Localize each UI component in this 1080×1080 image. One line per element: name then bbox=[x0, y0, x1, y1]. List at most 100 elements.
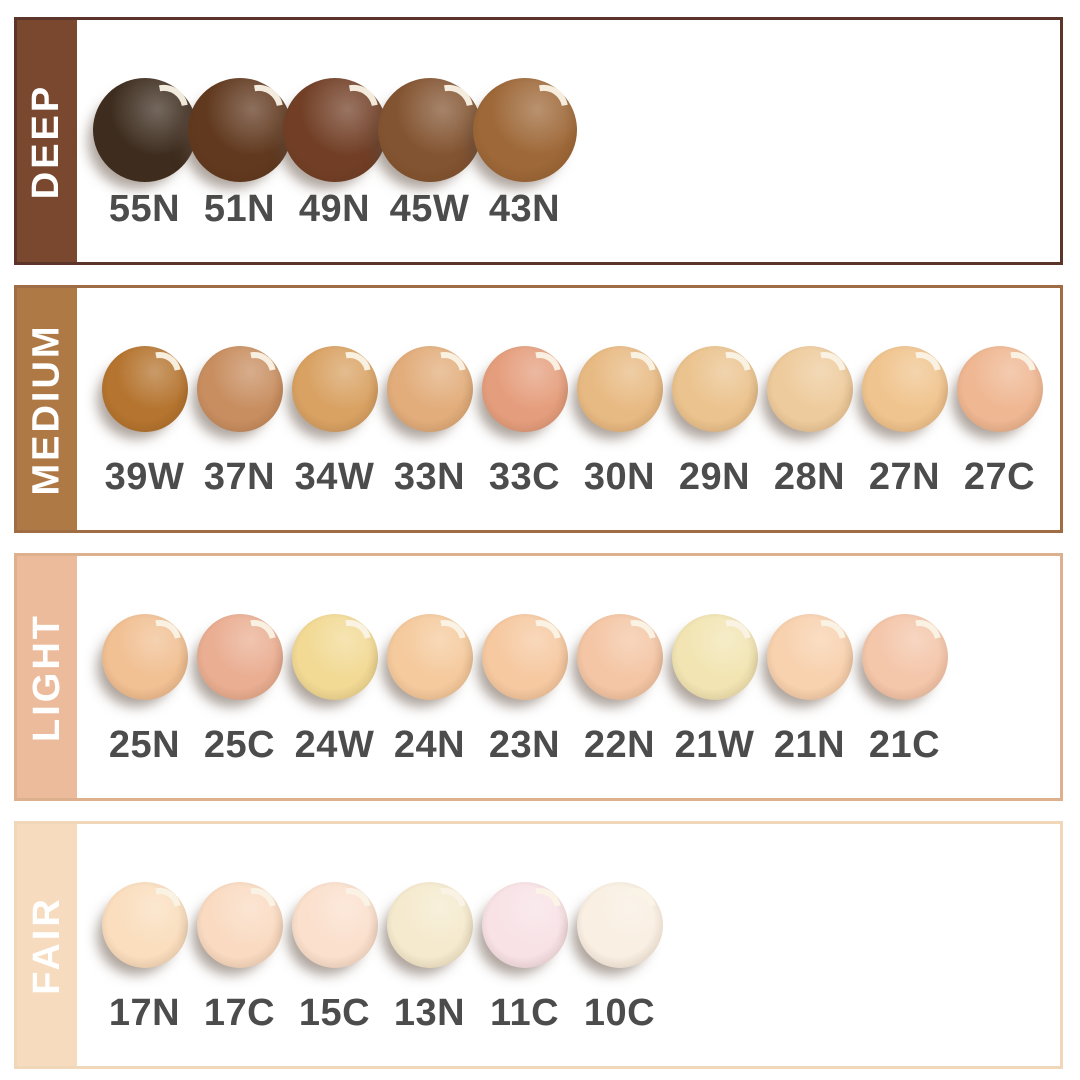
shade-swatch: 17C bbox=[192, 882, 287, 1066]
shade-swatch: 23N bbox=[477, 614, 572, 798]
shade-swatch: 11C bbox=[477, 882, 572, 1066]
swatch-circle-wrap bbox=[377, 78, 482, 182]
row-sidebar: FAIR bbox=[17, 824, 77, 1066]
shade-swatch: 22N bbox=[572, 614, 667, 798]
shade-code-label: 23N bbox=[488, 724, 561, 766]
shade-code-label: 22N bbox=[583, 724, 656, 766]
swatch-circle-wrap bbox=[477, 614, 572, 718]
shade-swatch: 15C bbox=[287, 882, 382, 1066]
shade-code-label: 30N bbox=[583, 456, 656, 498]
foundation-drop-swatch bbox=[101, 882, 188, 968]
swatch-circle-wrap bbox=[187, 78, 292, 182]
swatch-circle-wrap bbox=[762, 346, 857, 450]
shade-code-label: 24N bbox=[393, 724, 466, 766]
foundation-drop-swatch bbox=[472, 78, 577, 182]
shade-code-label: 15C bbox=[298, 992, 371, 1034]
shade-code-label: 13N bbox=[393, 992, 466, 1034]
swatch-circle-wrap bbox=[667, 346, 762, 450]
shade-code-label: 17C bbox=[203, 992, 276, 1034]
shade-code-label: 43N bbox=[488, 188, 561, 230]
swatch-circle-wrap bbox=[952, 346, 1047, 450]
foundation-drop-swatch bbox=[861, 614, 948, 700]
foundation-drop-swatch bbox=[766, 346, 853, 432]
swatch-circle-wrap bbox=[287, 346, 382, 450]
shade-swatch: 21N bbox=[762, 614, 857, 798]
shade-code-label: 33N bbox=[393, 456, 466, 498]
swatch-circle-wrap bbox=[762, 614, 857, 718]
row-sidebar: DEEP bbox=[17, 20, 77, 262]
shade-row: MEDIUM 39W 37N 34W 33N 33C 30N bbox=[14, 285, 1063, 533]
foundation-drop-swatch bbox=[386, 882, 473, 968]
row-sidebar: MEDIUM bbox=[17, 288, 77, 530]
swatch-circle-wrap bbox=[192, 882, 287, 986]
foundation-drop-swatch bbox=[481, 614, 568, 700]
shade-code-label: 21C bbox=[868, 724, 941, 766]
shade-swatch: 33C bbox=[477, 346, 572, 530]
shade-swatch: 13N bbox=[382, 882, 477, 1066]
row-category-label: FAIR bbox=[25, 895, 68, 995]
shade-code-label: 25N bbox=[108, 724, 181, 766]
shade-code-label: 45W bbox=[389, 188, 470, 230]
shade-swatch: 25C bbox=[192, 614, 287, 798]
shade-code-label: 55N bbox=[108, 188, 181, 230]
shade-swatch: 34W bbox=[287, 346, 382, 530]
foundation-drop-swatch bbox=[187, 78, 292, 182]
row-category-label: DEEP bbox=[25, 83, 68, 199]
foundation-drop-swatch bbox=[291, 882, 378, 968]
row-category-label: LIGHT bbox=[25, 612, 68, 742]
foundation-drop-swatch bbox=[101, 614, 188, 700]
foundation-drop-swatch bbox=[291, 614, 378, 700]
shade-code-label: 39W bbox=[104, 456, 185, 498]
swatch-circle-wrap bbox=[572, 346, 667, 450]
shade-code-label: 51N bbox=[203, 188, 276, 230]
shade-row: DEEP 55N 51N 49N 45W 43N bbox=[14, 17, 1063, 265]
foundation-drop-swatch bbox=[956, 346, 1043, 432]
swatch-circle-wrap bbox=[382, 346, 477, 450]
shade-code-label: 21N bbox=[773, 724, 846, 766]
foundation-drop-swatch bbox=[576, 882, 663, 968]
foundation-drop-swatch bbox=[377, 78, 482, 182]
swatch-circle-wrap bbox=[857, 346, 952, 450]
foundation-drop-swatch bbox=[766, 614, 853, 700]
foundation-drop-swatch bbox=[386, 614, 473, 700]
shade-code-label: 25C bbox=[203, 724, 276, 766]
foundation-drop-swatch bbox=[196, 882, 283, 968]
shade-code-label: 24W bbox=[294, 724, 375, 766]
swatch-circle-wrap bbox=[572, 614, 667, 718]
swatch-circle-wrap bbox=[287, 614, 382, 718]
swatch-circle-wrap bbox=[572, 882, 667, 986]
swatch-circle-wrap bbox=[192, 614, 287, 718]
swatch-circle-wrap bbox=[382, 614, 477, 718]
foundation-drop-swatch bbox=[671, 614, 758, 700]
swatch-circle-wrap bbox=[472, 78, 577, 182]
shade-swatch: 30N bbox=[572, 346, 667, 530]
row-category-label: MEDIUM bbox=[25, 322, 68, 496]
foundation-drop-swatch bbox=[282, 78, 387, 182]
shade-swatch: 21C bbox=[857, 614, 952, 798]
shade-code-label: 27N bbox=[868, 456, 941, 498]
foundation-drop-swatch bbox=[481, 882, 568, 968]
foundation-drop-swatch bbox=[196, 614, 283, 700]
shade-swatch: 29N bbox=[667, 346, 762, 530]
shade-row: LIGHT 25N 25C 24W 24N 23N 22N bbox=[14, 553, 1063, 801]
foundation-drop-swatch bbox=[101, 346, 188, 432]
shade-code-label: 34W bbox=[294, 456, 375, 498]
shade-swatch: 37N bbox=[192, 346, 287, 530]
shade-swatch: 28N bbox=[762, 346, 857, 530]
row-swatch-list: 39W 37N 34W 33N 33C 30N 29N 28N bbox=[77, 288, 1060, 530]
shade-swatch: 33N bbox=[382, 346, 477, 530]
row-swatch-list: 55N 51N 49N 45W 43N bbox=[77, 20, 1060, 262]
swatch-circle-wrap bbox=[857, 614, 952, 718]
shade-code-label: 49N bbox=[298, 188, 371, 230]
shade-swatch: 55N bbox=[92, 78, 197, 262]
shade-swatch: 51N bbox=[187, 78, 292, 262]
swatch-circle-wrap bbox=[97, 614, 192, 718]
shade-swatch: 21W bbox=[667, 614, 762, 798]
swatch-circle-wrap bbox=[282, 78, 387, 182]
shade-code-label: 29N bbox=[678, 456, 751, 498]
swatch-circle-wrap bbox=[667, 614, 762, 718]
shade-swatch: 24N bbox=[382, 614, 477, 798]
shade-code-label: 33C bbox=[488, 456, 561, 498]
shade-row: FAIR 17N 17C 15C 13N 11C 10C bbox=[14, 821, 1063, 1069]
